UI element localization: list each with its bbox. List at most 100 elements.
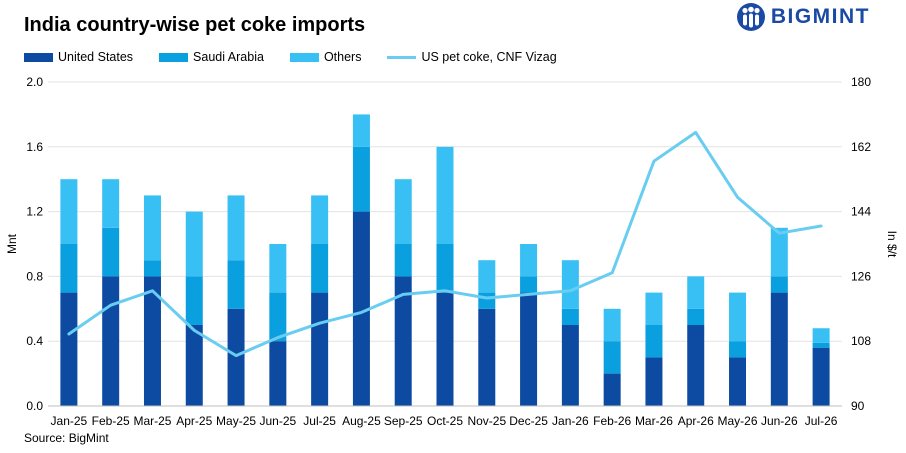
x-tick-label: Jul-25: [303, 414, 336, 428]
bar-saudi-arabia: [812, 342, 830, 348]
bar-others: [603, 308, 621, 342]
legend-swatch-line: [387, 55, 417, 59]
y-tick-label: 2.0: [26, 75, 43, 89]
bar-saudi-arabia: [561, 308, 579, 325]
bar-others: [561, 260, 579, 309]
bar-saudi-arabia: [478, 292, 496, 309]
bar-saudi-arabia: [645, 325, 663, 358]
y-tick-label: 0.8: [26, 269, 43, 283]
x-tick-label: Feb-25: [92, 414, 130, 428]
y2-axis-label: In $/t: [885, 231, 899, 258]
line-us-pet-coke: [67, 130, 823, 358]
bar-united-states: [478, 308, 496, 406]
bar-saudi-arabia: [729, 341, 747, 358]
chart-title: India country-wise pet coke imports: [24, 14, 366, 36]
bar-saudi-arabia: [687, 308, 705, 325]
bar-united-states: [436, 292, 454, 406]
bar-united-states: [311, 292, 329, 406]
chart-legend: United States Saudi Arabia Others US pet…: [24, 50, 583, 64]
bar-united-states: [185, 325, 203, 406]
bar-saudi-arabia: [603, 341, 621, 374]
legend-swatch: [289, 52, 319, 62]
bar-others: [60, 179, 78, 244]
bar-united-states: [352, 211, 370, 406]
x-tick-label: Jul-26: [805, 414, 838, 428]
bar-united-states: [227, 308, 245, 406]
y-tick-label: 0.4: [26, 334, 43, 348]
bar-united-states: [143, 276, 161, 406]
bar-united-states: [645, 357, 663, 406]
x-tick-label: Aug-25: [342, 414, 381, 428]
y2-tick-label: 162: [851, 140, 871, 154]
bar-saudi-arabia: [185, 276, 203, 325]
bar-saudi-arabia: [394, 244, 412, 277]
x-tick-label: May-26: [718, 414, 758, 428]
legend-label: United States: [58, 50, 134, 64]
bar-united-states: [561, 325, 579, 406]
bar-saudi-arabia: [311, 244, 329, 293]
y2-tick-label: 108: [851, 334, 871, 348]
bar-united-states: [269, 341, 287, 406]
bar-united-states: [102, 276, 120, 406]
x-tick-label: Dec-25: [509, 414, 548, 428]
bar-united-states: [812, 347, 830, 406]
legend-item-united-states: United States: [24, 50, 133, 64]
legend-swatch: [159, 52, 189, 62]
bar-saudi-arabia: [436, 244, 454, 293]
x-tick-label: Nov-25: [467, 414, 506, 428]
source-note: Source: BigMint: [24, 431, 109, 445]
bar-others: [687, 276, 705, 309]
legend-item-others: Others: [289, 50, 362, 64]
bigmint-people-icon: [736, 3, 765, 31]
bar-united-states: [687, 325, 705, 406]
bar-others: [770, 227, 788, 277]
legend-label: Saudi Arabia: [193, 50, 264, 64]
bar-saudi-arabia: [102, 227, 120, 277]
bar-others: [352, 114, 370, 147]
y2-tick-label: 144: [851, 205, 871, 219]
bar-saudi-arabia: [770, 276, 788, 293]
x-tick-label: Jun-25: [259, 414, 296, 428]
legend-item-saudi-arabia: Saudi Arabia: [159, 50, 264, 64]
bar-others: [311, 195, 329, 244]
bar-others: [394, 179, 412, 244]
y-tick-label: 0.0: [26, 399, 43, 413]
bar-saudi-arabia: [227, 260, 245, 309]
bar-others: [520, 244, 538, 277]
legend-label: Others: [323, 50, 362, 64]
bar-united-states: [60, 292, 78, 406]
x-tick-label: Sep-25: [384, 414, 423, 428]
bar-united-states: [770, 292, 788, 406]
y2-tick-label: 180: [851, 75, 871, 89]
bar-others: [143, 195, 161, 261]
y-tick-label: 1.6: [26, 140, 43, 154]
bar-others: [227, 195, 245, 261]
y2-tick-label: 90: [851, 399, 865, 413]
x-tick-label: Feb-26: [593, 414, 631, 428]
x-tick-label: Jan-25: [51, 414, 88, 428]
bar-others: [102, 179, 120, 228]
legend-label: US pet coke, CNF Vizag: [421, 50, 557, 64]
x-tick-label: Mar-26: [635, 414, 673, 428]
bar-united-states: [394, 276, 412, 406]
bar-others: [269, 244, 287, 293]
bar-saudi-arabia: [143, 260, 161, 277]
x-tick-label: Apr-25: [176, 414, 212, 428]
y2-tick-label: 126: [851, 269, 871, 283]
bar-united-states: [603, 373, 621, 406]
x-tick-label: Jan-26: [552, 414, 589, 428]
bar-saudi-arabia: [352, 146, 370, 212]
bar-others: [478, 260, 496, 293]
bar-others: [812, 328, 830, 343]
x-tick-label: Mar-25: [133, 414, 171, 428]
x-tick-label: Apr-26: [678, 414, 714, 428]
x-tick-label: Jun-26: [761, 414, 798, 428]
bar-united-states: [729, 357, 747, 406]
x-tick-label: May-25: [216, 414, 256, 428]
y-tick-label: 1.2: [26, 205, 43, 219]
bar-saudi-arabia: [520, 276, 538, 293]
bar-others: [729, 292, 747, 342]
bar-others: [436, 146, 454, 244]
legend-swatch: [24, 52, 53, 62]
